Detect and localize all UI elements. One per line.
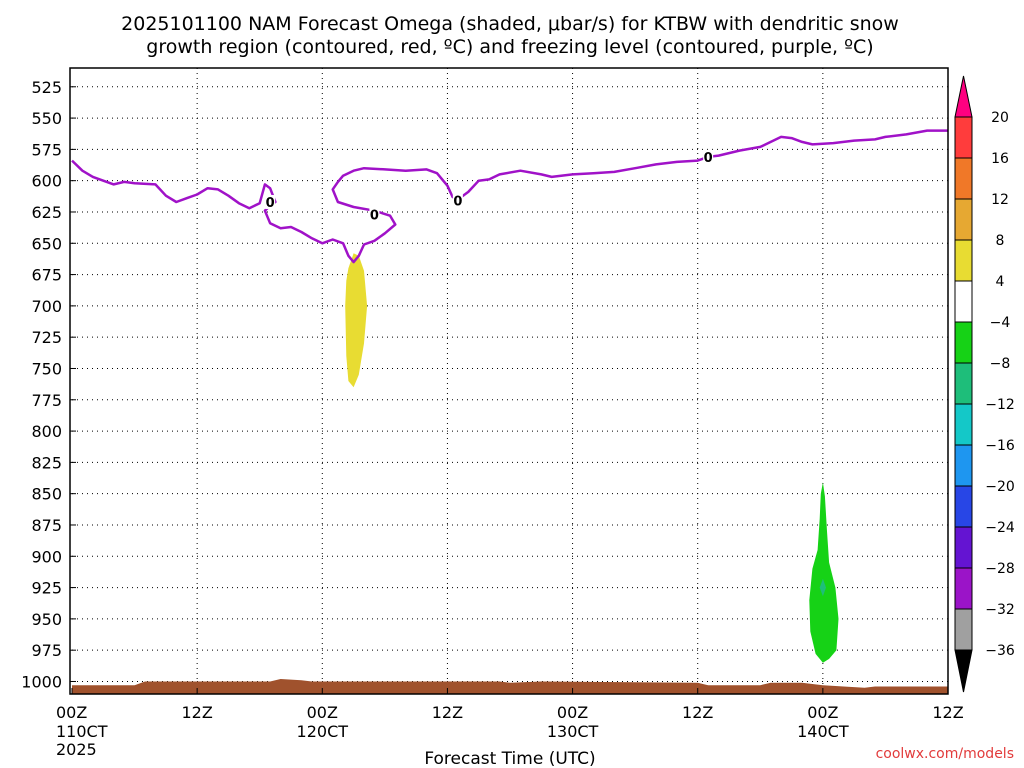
y-axis: 525 550 575 600 625 650 675 700 725 750 775 800 825 8… <box>21 78 76 691</box>
y-tick-label-550: 550 <box>31 109 62 128</box>
y-tick-label-900: 900 <box>31 547 62 566</box>
colorbar-label-10: −24 <box>985 520 1015 536</box>
x-tick-label-0: 00Z <box>56 703 87 722</box>
y-tick-label-525: 525 <box>31 78 62 97</box>
terrain-layer <box>72 679 948 694</box>
colorbar-label-13: −36 <box>985 643 1015 659</box>
colorbar-box-6 <box>954 362 973 405</box>
terrain-area <box>72 679 948 694</box>
x-tick-date-6: 140CT <box>797 722 849 741</box>
colorbar-label-5: −4 <box>990 315 1011 331</box>
y-tick-label-850: 850 <box>31 485 62 504</box>
contour-label-bg-2 <box>452 193 463 208</box>
colorbar-box-10 <box>954 526 973 569</box>
colorbar-label-11: −28 <box>985 561 1015 577</box>
omega-region-2 <box>819 578 826 597</box>
colorbar-box-3 <box>954 239 973 282</box>
colorbar-box-9 <box>954 485 973 528</box>
colorbar-box-0 <box>954 116 973 159</box>
colorbar-label-1: 16 <box>991 151 1009 167</box>
x-tick-label-7: 12Z <box>932 703 963 722</box>
omega-region-1 <box>809 482 839 663</box>
colorbar-box-12 <box>954 608 973 651</box>
chart-title-line1: 2025101100 NAM Forecast Omega (shaded, μ… <box>121 13 899 35</box>
colorbar-top-triangle <box>954 75 973 118</box>
y-tick-label-800: 800 <box>31 422 62 441</box>
y-tick-label-775: 775 <box>31 391 62 410</box>
colorbar-label-7: −12 <box>985 397 1015 413</box>
colorbar-label-2: 12 <box>991 192 1009 208</box>
y-tick-label-825: 825 <box>31 453 62 472</box>
colorbar: 20 16 12 8 4 −4 −8 −12 −16 −20 −24 −28 −32 −36 <box>954 75 1015 693</box>
contour-label-1: 0 <box>370 208 379 223</box>
colorbar-box-4 <box>954 280 973 323</box>
colorbar-box-7 <box>954 403 973 446</box>
contour-label-0: 0 <box>266 196 275 211</box>
y-tick-label-575: 575 <box>31 140 62 159</box>
y-tick-label-925: 925 <box>31 579 62 598</box>
colorbar-label-0: 20 <box>991 110 1009 126</box>
colorbar-label-12: −32 <box>985 602 1015 618</box>
contour-label-bg-1 <box>369 207 380 222</box>
freezing-level-line <box>71 129 948 264</box>
colorbar-label-8: −16 <box>985 438 1015 454</box>
colorbar-label-6: −8 <box>990 356 1011 372</box>
y-tick-label-725: 725 <box>31 328 62 347</box>
colorbar-box-5 <box>954 321 973 364</box>
x-tick-date-2: 120CT <box>297 722 349 741</box>
y-tick-label-875: 875 <box>31 516 62 535</box>
y-tick-label-600: 600 <box>31 172 62 191</box>
x-tick-label-5: 12Z <box>682 703 713 722</box>
x-tick-label-2: 00Z <box>307 703 338 722</box>
contour-label-bg-3 <box>703 149 714 164</box>
freezing-level-contour: 0 0 0 0 <box>71 129 948 264</box>
colorbar-label-9: −20 <box>985 479 1015 495</box>
contour-label-3: 0 <box>704 151 713 166</box>
x-tick-label-4: 00Z <box>557 703 588 722</box>
colorbar-box-8 <box>954 444 973 487</box>
colorbar-box-11 <box>954 567 973 610</box>
colorbar-label-4: 4 <box>996 274 1005 290</box>
x-tick-date-0: 110CT <box>56 722 108 741</box>
colorbar-label-3: 8 <box>996 233 1005 249</box>
credit-text: coolwx.com/models <box>876 746 1014 762</box>
y-tick-label-750: 750 <box>31 359 62 378</box>
y-tick-label-625: 625 <box>31 203 62 222</box>
y-tick-label-675: 675 <box>31 266 62 285</box>
plot-frame <box>69 67 949 695</box>
contour-label-bg-0 <box>265 194 276 209</box>
chart-title-line2: growth region (contoured, red, ºC) and f… <box>146 36 873 58</box>
x-tick-label-1: 12Z <box>181 703 212 722</box>
omega-region-0 <box>345 253 368 388</box>
colorbar-bottom-triangle <box>954 649 973 693</box>
x-axis-label: Forecast Time (UTC) <box>424 749 595 768</box>
x-tick-date-4: 130CT <box>547 722 599 741</box>
x-tick-year-0: 2025 <box>56 740 97 759</box>
x-tick-label-6: 00Z <box>807 703 838 722</box>
contour-label-2: 0 <box>453 195 462 210</box>
x-tick-label-3: 12Z <box>432 703 463 722</box>
grid-lines <box>72 68 949 694</box>
colorbar-box-2 <box>954 198 973 241</box>
colorbar-box-1 <box>954 157 973 200</box>
y-tick-label-1000: 1000 <box>21 672 62 691</box>
y-tick-label-700: 700 <box>31 297 62 316</box>
y-tick-label-975: 975 <box>31 641 62 660</box>
omega-shading <box>345 253 839 663</box>
y-tick-label-650: 650 <box>31 234 62 253</box>
y-tick-label-950: 950 <box>31 610 62 629</box>
